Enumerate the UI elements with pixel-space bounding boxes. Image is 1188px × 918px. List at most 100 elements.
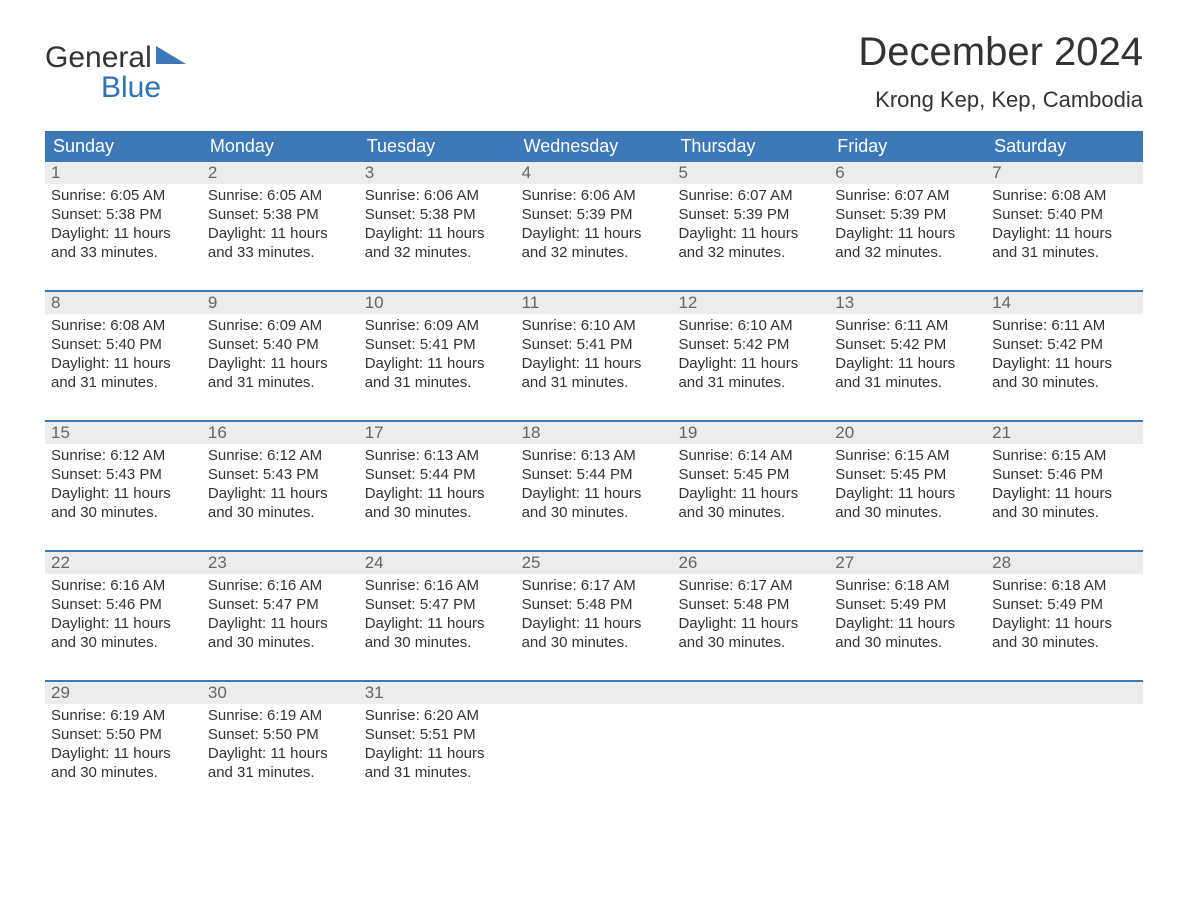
day-number: 10 [359,292,516,314]
daylight-line: Daylight: 11 hours and 30 minutes. [678,614,823,652]
sunrise-line: Sunrise: 6:10 AM [678,316,823,335]
day-cell: 20Sunrise: 6:15 AMSunset: 5:45 PMDayligh… [829,422,986,530]
sunset-line: Sunset: 5:48 PM [522,595,667,614]
sunset-line: Sunset: 5:48 PM [678,595,823,614]
day-cell: 12Sunrise: 6:10 AMSunset: 5:42 PMDayligh… [672,292,829,400]
sunrise-line: Sunrise: 6:08 AM [51,316,196,335]
week-row: 29Sunrise: 6:19 AMSunset: 5:50 PMDayligh… [45,680,1143,790]
sunrise-line: Sunrise: 6:06 AM [522,186,667,205]
day-cell: 23Sunrise: 6:16 AMSunset: 5:47 PMDayligh… [202,552,359,660]
day-body: Sunrise: 6:12 AMSunset: 5:43 PMDaylight:… [45,444,202,528]
day-number: 5 [672,162,829,184]
day-body: Sunrise: 6:13 AMSunset: 5:44 PMDaylight:… [359,444,516,528]
sunset-line: Sunset: 5:41 PM [522,335,667,354]
day-body: Sunrise: 6:13 AMSunset: 5:44 PMDaylight:… [516,444,673,528]
weeks-container: 1Sunrise: 6:05 AMSunset: 5:38 PMDaylight… [45,162,1143,790]
daylight-line: Daylight: 11 hours and 32 minutes. [365,224,510,262]
daylight-line: Daylight: 11 hours and 31 minutes. [365,744,510,782]
day-body: Sunrise: 6:16 AMSunset: 5:47 PMDaylight:… [359,574,516,658]
day-cell [516,682,673,790]
day-body: Sunrise: 6:09 AMSunset: 5:41 PMDaylight:… [359,314,516,398]
day-number: 28 [986,552,1143,574]
day-cell: 4Sunrise: 6:06 AMSunset: 5:39 PMDaylight… [516,162,673,270]
daylight-line: Daylight: 11 hours and 30 minutes. [992,614,1137,652]
day-body: Sunrise: 6:09 AMSunset: 5:40 PMDaylight:… [202,314,359,398]
sunrise-line: Sunrise: 6:08 AM [992,186,1137,205]
sunrise-line: Sunrise: 6:14 AM [678,446,823,465]
daylight-line: Daylight: 11 hours and 32 minutes. [522,224,667,262]
sunset-line: Sunset: 5:45 PM [678,465,823,484]
sunrise-line: Sunrise: 6:13 AM [522,446,667,465]
daylight-line: Daylight: 11 hours and 31 minutes. [208,744,353,782]
sunrise-line: Sunrise: 6:11 AM [835,316,980,335]
weekday-friday: Friday [829,131,986,162]
day-number [672,682,829,704]
weekday-monday: Monday [202,131,359,162]
day-number: 26 [672,552,829,574]
daylight-line: Daylight: 11 hours and 30 minutes. [678,484,823,522]
daylight-line: Daylight: 11 hours and 30 minutes. [992,484,1137,522]
weekday-wednesday: Wednesday [516,131,673,162]
day-body [986,704,1143,712]
sunrise-line: Sunrise: 6:11 AM [992,316,1137,335]
day-number: 6 [829,162,986,184]
sunset-line: Sunset: 5:45 PM [835,465,980,484]
sunset-line: Sunset: 5:49 PM [992,595,1137,614]
location-text: Krong Kep, Kep, Cambodia [858,87,1143,113]
weekday-thursday: Thursday [672,131,829,162]
daylight-line: Daylight: 11 hours and 30 minutes. [51,614,196,652]
daylight-line: Daylight: 11 hours and 30 minutes. [365,614,510,652]
day-body: Sunrise: 6:08 AMSunset: 5:40 PMDaylight:… [45,314,202,398]
day-cell: 11Sunrise: 6:10 AMSunset: 5:41 PMDayligh… [516,292,673,400]
sunset-line: Sunset: 5:41 PM [365,335,510,354]
daylight-line: Daylight: 11 hours and 31 minutes. [208,354,353,392]
day-number: 31 [359,682,516,704]
day-body: Sunrise: 6:11 AMSunset: 5:42 PMDaylight:… [829,314,986,398]
sunset-line: Sunset: 5:39 PM [522,205,667,224]
header: General Blue December 2024 Krong Kep, Ke… [45,30,1143,113]
day-body: Sunrise: 6:08 AMSunset: 5:40 PMDaylight:… [986,184,1143,268]
daylight-line: Daylight: 11 hours and 30 minutes. [522,484,667,522]
day-number: 23 [202,552,359,574]
day-number: 2 [202,162,359,184]
day-cell: 1Sunrise: 6:05 AMSunset: 5:38 PMDaylight… [45,162,202,270]
sunset-line: Sunset: 5:39 PM [678,205,823,224]
day-body [829,704,986,712]
daylight-line: Daylight: 11 hours and 31 minutes. [522,354,667,392]
sunrise-line: Sunrise: 6:06 AM [365,186,510,205]
sunrise-line: Sunrise: 6:09 AM [365,316,510,335]
day-body: Sunrise: 6:07 AMSunset: 5:39 PMDaylight:… [672,184,829,268]
daylight-line: Daylight: 11 hours and 30 minutes. [51,484,196,522]
daylight-line: Daylight: 11 hours and 32 minutes. [678,224,823,262]
day-number: 13 [829,292,986,314]
week-row: 15Sunrise: 6:12 AMSunset: 5:43 PMDayligh… [45,420,1143,530]
daylight-line: Daylight: 11 hours and 31 minutes. [365,354,510,392]
day-cell: 30Sunrise: 6:19 AMSunset: 5:50 PMDayligh… [202,682,359,790]
weekday-saturday: Saturday [986,131,1143,162]
sunrise-line: Sunrise: 6:07 AM [678,186,823,205]
day-cell: 3Sunrise: 6:06 AMSunset: 5:38 PMDaylight… [359,162,516,270]
sunset-line: Sunset: 5:38 PM [365,205,510,224]
sunrise-line: Sunrise: 6:15 AM [835,446,980,465]
day-cell: 17Sunrise: 6:13 AMSunset: 5:44 PMDayligh… [359,422,516,530]
sunset-line: Sunset: 5:42 PM [835,335,980,354]
day-number [516,682,673,704]
day-number: 7 [986,162,1143,184]
day-number: 30 [202,682,359,704]
day-number: 18 [516,422,673,444]
daylight-line: Daylight: 11 hours and 31 minutes. [51,354,196,392]
logo-text-2: Blue [45,73,186,103]
day-body: Sunrise: 6:06 AMSunset: 5:39 PMDaylight:… [516,184,673,268]
day-cell: 13Sunrise: 6:11 AMSunset: 5:42 PMDayligh… [829,292,986,400]
sunrise-line: Sunrise: 6:16 AM [208,576,353,595]
sunrise-line: Sunrise: 6:07 AM [835,186,980,205]
sunrise-line: Sunrise: 6:17 AM [678,576,823,595]
day-cell [672,682,829,790]
day-number: 11 [516,292,673,314]
day-number: 4 [516,162,673,184]
logo-text-1: General [45,43,152,73]
day-cell: 24Sunrise: 6:16 AMSunset: 5:47 PMDayligh… [359,552,516,660]
daylight-line: Daylight: 11 hours and 30 minutes. [522,614,667,652]
sunset-line: Sunset: 5:46 PM [992,465,1137,484]
daylight-line: Daylight: 11 hours and 31 minutes. [835,354,980,392]
